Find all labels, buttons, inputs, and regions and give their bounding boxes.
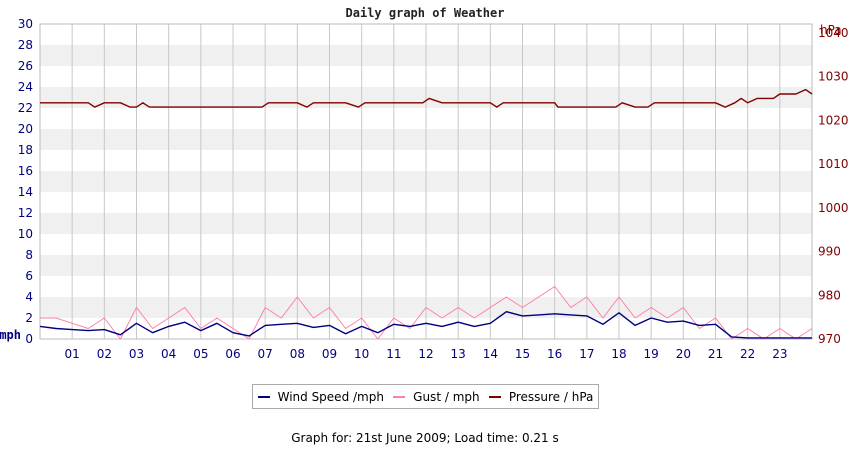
legend-item-pressure: Pressure / hPa — [488, 389, 594, 404]
x-tick-label: 06 — [225, 347, 240, 361]
legend-swatch-pressure — [488, 395, 501, 398]
left-tick-label: 0 — [25, 332, 33, 346]
x-axis-ticks: 01 02 03 04 05 06 07 08 09 10 11 12 13 14 15 16 17 18 19 20… — [65, 347, 788, 361]
legend-label-pressure: Pressure / hPa — [508, 389, 594, 404]
x-tick-label: 03 — [129, 347, 144, 361]
left-tick-label: 8 — [25, 248, 33, 262]
right-tick-label: 1000 — [818, 201, 849, 215]
left-tick-label: 2 — [25, 311, 33, 325]
right-tick-label: 1040 — [818, 26, 849, 40]
right-axis-ticks: 970 980 990 1000 1010 1020 1030 1040 — [818, 26, 849, 346]
left-tick-label: 12 — [18, 206, 33, 220]
chart-legend: Wind Speed /mph Gust / mph Pressure / hP… — [252, 384, 599, 409]
left-tick-label: 18 — [18, 143, 33, 157]
right-tick-label: 970 — [818, 332, 841, 346]
x-tick-label: 13 — [451, 347, 466, 361]
wind-speed-line — [39, 311, 812, 339]
x-tick-label: 19 — [644, 347, 659, 361]
x-tick-label: 23 — [772, 347, 787, 361]
gust-line — [40, 286, 813, 340]
left-tick-label: 28 — [18, 38, 33, 52]
x-tick-label: 12 — [418, 347, 433, 361]
right-tick-label: 1030 — [818, 70, 849, 84]
left-tick-label: 14 — [18, 185, 33, 199]
right-tick-label: 980 — [818, 288, 841, 302]
x-tick-label: 10 — [354, 347, 369, 361]
chart-title: Daily graph of Weather — [346, 6, 505, 20]
x-tick-label: 14 — [483, 347, 498, 361]
legend-item-wind-speed: Wind Speed /mph — [257, 389, 384, 404]
left-tick-label: 26 — [18, 59, 33, 73]
x-tick-label: 21 — [708, 347, 723, 361]
vertical-grid — [71, 24, 781, 339]
x-tick-label: 09 — [322, 347, 337, 361]
legend-swatch-wind-speed — [257, 395, 270, 398]
legend-item-gust: Gust / mph — [393, 389, 480, 404]
right-axis-label: hPa — [820, 23, 842, 37]
x-tick-label: 04 — [161, 347, 176, 361]
x-tick-label: 20 — [676, 347, 691, 361]
x-tick-label: 16 — [547, 347, 562, 361]
x-tick-label: 18 — [611, 347, 626, 361]
x-tick-label: 02 — [97, 347, 112, 361]
x-tick-label: 08 — [290, 347, 305, 361]
pressure-line — [40, 88, 813, 108]
x-tick-label: 17 — [579, 347, 594, 361]
right-tick-label: 990 — [818, 245, 841, 259]
x-tick-label: 22 — [740, 347, 755, 361]
legend-label-wind-speed: Wind Speed /mph — [277, 389, 384, 404]
left-tick-label: 10 — [18, 227, 33, 241]
footer-status: Graph for: 21st June 2009; Load time: 0.… — [291, 431, 559, 445]
x-tick-label: 11 — [386, 347, 401, 361]
x-tick-label: 05 — [193, 347, 208, 361]
series-lines — [39, 88, 813, 340]
right-tick-label: 1020 — [818, 113, 849, 127]
left-tick-label: 4 — [25, 290, 33, 304]
x-tick-label: 15 — [515, 347, 530, 361]
left-tick-label: 30 — [18, 17, 33, 31]
left-tick-label: 22 — [18, 101, 33, 115]
left-tick-label: 24 — [18, 80, 33, 94]
x-tick-label: 01 — [65, 347, 80, 361]
left-tick-label: 6 — [25, 269, 33, 283]
left-tick-label: 16 — [18, 164, 33, 178]
left-tick-label: 20 — [18, 122, 33, 136]
left-axis-label: mph — [0, 328, 21, 342]
right-tick-label: 1010 — [818, 157, 849, 171]
plot-frame — [39, 23, 813, 340]
x-tick-label: 07 — [258, 347, 273, 361]
legend-label-gust: Gust / mph — [413, 389, 480, 404]
legend-swatch-gust — [393, 395, 406, 398]
